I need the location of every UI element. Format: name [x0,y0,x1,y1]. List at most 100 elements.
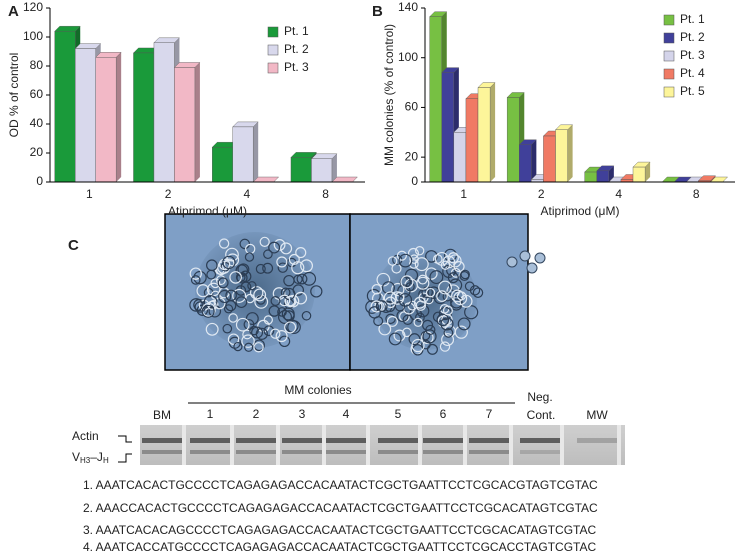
cell [415,300,427,311]
panel-label: B [372,3,383,20]
band [469,450,509,454]
cell [387,256,398,266]
cell [194,301,206,313]
x-tick-label: 4 [615,187,622,201]
cell [262,262,274,274]
group-label: MM colonies [284,383,351,397]
lane-gap [560,425,564,465]
lane-gap [617,425,621,465]
cell [273,238,286,251]
cell [302,271,317,286]
cell [436,290,448,302]
lane-gap [276,425,280,465]
label-part: H3 [80,456,91,465]
cell [294,291,308,305]
cell [218,289,232,304]
panel-c: C MM colonies BM 1 2 3 4 5 6 7 Neg. Cont… [68,213,625,554]
bar [311,158,333,183]
cell [441,333,455,347]
bar [465,98,479,183]
legend-label: Pt. 3 [680,48,705,62]
band [236,450,276,454]
cell [203,295,218,309]
cell [225,247,239,262]
cell [368,306,381,319]
band-label: Actin [72,429,99,443]
cell [249,286,264,300]
y-axis-label: OD % of control [7,53,21,138]
cell [459,270,470,281]
cell [259,236,270,247]
cell [295,247,307,259]
bar-side [608,165,614,182]
cell [280,287,291,298]
cell [284,295,296,307]
cell [253,342,264,353]
y-tick-label: 100 [398,50,418,64]
legend-label: Pt. 1 [680,12,705,26]
y-tick-label: 60 [405,100,419,114]
cell [464,305,479,320]
cell [413,296,426,309]
lane-gap [366,425,370,465]
bar [632,166,646,183]
cell [205,322,219,336]
bar-side-shade [331,153,337,182]
cell [263,315,273,325]
cells [189,236,546,356]
cell [405,282,415,292]
lane-gap [230,425,234,465]
legend-label: Pt. 3 [284,60,309,74]
cell [408,259,419,269]
bar [95,57,117,183]
band [423,450,463,454]
cell [244,342,254,352]
cell [277,262,289,273]
bar [584,171,597,183]
cell [235,296,248,309]
bar [519,144,532,183]
cell [442,305,453,316]
legend-swatch [663,14,675,26]
cell [526,262,538,274]
cell [193,270,207,285]
cell [253,288,267,302]
bar [133,52,155,183]
sequence: 2. AAACCACACTGCCCCTCAGAGAGACCACAATACTCGC… [83,501,598,515]
cell [451,289,464,303]
y-axis-label: MM colonies (% of control) [382,24,396,166]
legend-swatch [663,50,675,62]
lane-label: 6 [440,407,447,421]
cell [400,275,414,289]
cell [398,293,413,307]
x-tick-label: 1 [460,187,467,201]
cell [293,274,303,285]
bar-side-shade [645,162,651,182]
sequence: 4. AAATCACCATGCCCCTCAGAGAGACCACAATACTCGC… [83,540,596,554]
cell [276,256,288,268]
cell [296,273,308,285]
cell [386,315,398,327]
cell [263,249,273,260]
cell [241,334,255,348]
cell [268,241,281,254]
bar [290,157,312,183]
bar-side-shade [567,124,573,182]
bar [212,146,233,183]
lane-label: 7 [486,407,493,421]
bar [441,72,455,183]
lane-gap [322,425,326,465]
cell [457,317,471,331]
y-tick-label: 140 [398,0,418,14]
cell [425,250,438,263]
cell [301,310,312,321]
cell [270,296,281,306]
x-axis-label: Atiprimod (μM) [541,204,620,218]
bar [596,170,610,183]
bar-side [645,162,651,182]
cell [201,304,215,318]
label-part: H [103,456,109,465]
cell [440,317,454,331]
legend-swatch [663,32,675,44]
